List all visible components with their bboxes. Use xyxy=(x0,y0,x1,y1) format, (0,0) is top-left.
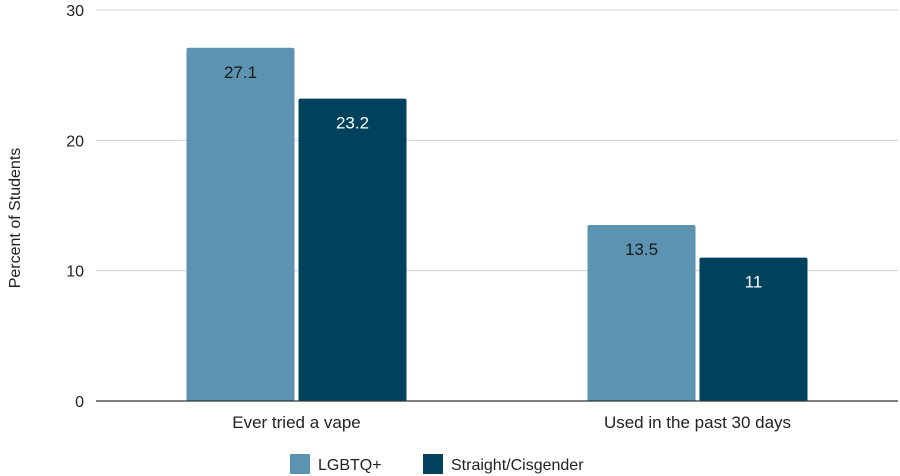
data-label: 11 xyxy=(745,273,763,292)
legend-swatch xyxy=(423,454,443,474)
category-label: Ever tried a vape xyxy=(232,413,361,432)
category-labels: Ever tried a vape Used in the past 30 day… xyxy=(232,413,791,432)
bar-straight-cisgender xyxy=(699,257,808,401)
bars xyxy=(186,47,808,402)
y-tick-label: 0 xyxy=(75,394,84,411)
y-tick-label: 30 xyxy=(66,3,84,20)
category-label: Used in the past 30 days xyxy=(604,413,791,432)
legend-swatch xyxy=(290,454,310,474)
bar-lgbtq xyxy=(587,225,696,401)
data-labels: 27.1 23.2 13.5 11 xyxy=(224,63,762,292)
data-label: 27.1 xyxy=(224,63,257,82)
data-label: 23.2 xyxy=(336,114,369,133)
y-tick-label: 20 xyxy=(66,133,84,150)
y-tick-labels: 0 10 20 30 xyxy=(66,3,84,411)
bar-straight-cisgender xyxy=(298,98,407,402)
bar-lgbtq xyxy=(186,47,295,402)
legend: LGBTQ+ Straight/Cisgender xyxy=(290,454,584,474)
legend-label: Straight/Cisgender xyxy=(451,457,584,474)
y-axis-label: Percent of Students xyxy=(7,148,24,289)
legend-label: LGBTQ+ xyxy=(318,457,382,474)
data-label: 13.5 xyxy=(625,240,658,259)
y-tick-label: 10 xyxy=(66,264,84,281)
